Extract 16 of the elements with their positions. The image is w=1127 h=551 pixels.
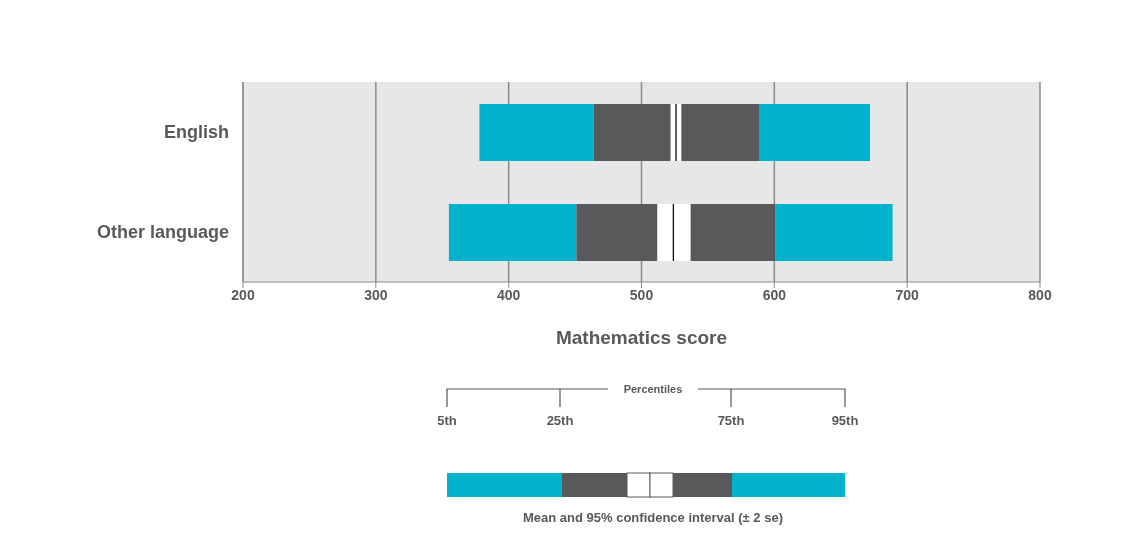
- text: 25th: [546, 413, 574, 428]
- y-tick-label: English: [163, 122, 229, 143]
- text: 95th: [831, 413, 859, 428]
- text: Percentiles: [623, 383, 683, 395]
- y-tick-label: Other language: [96, 222, 229, 243]
- x-tick-label: 200: [231, 286, 255, 303]
- text: 5th: [437, 413, 457, 428]
- x-tick-label: 600: [762, 286, 787, 303]
- text: Mean and 95% confidence interval (± 2 se): [523, 510, 783, 525]
- x-axis-title: Mathematics score: [555, 327, 728, 348]
- x-tick-label: 700: [895, 286, 920, 303]
- x-tick-label: 300: [364, 286, 388, 303]
- x-tick-label: 400: [496, 286, 521, 303]
- x-tick-label: 800: [1028, 286, 1052, 303]
- text: 75th: [717, 413, 745, 428]
- x-tick-label: 500: [629, 286, 654, 303]
